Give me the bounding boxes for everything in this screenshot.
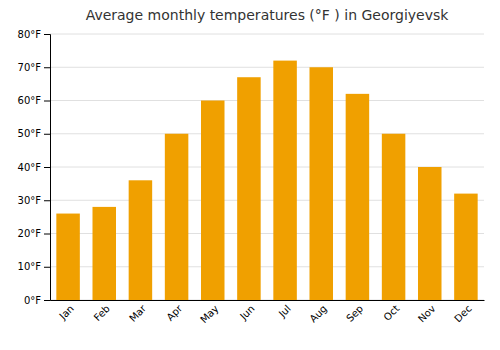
x-axis: Jan Feb Mar Apr May Jun Jul Aug Sep Oct Nov Dec [51,301,485,326]
tick: May [198,303,220,325]
tick-label: Oct [381,303,401,323]
bar [201,101,225,301]
tick: Mar [127,302,149,324]
tick: 10°F [18,261,50,272]
tick-mark [44,34,50,35]
tick: 40°F [18,162,50,173]
tick: Jul [276,303,293,320]
title: Average monthly temperatures (°F ) in Ge… [86,7,450,23]
tick-label: Nov [416,303,438,325]
bar [165,134,189,300]
tick: 80°F [18,29,50,40]
y-axis: 0°F 10°F 20°F 30°F 40°F 50°F 60°F 70°F 80°F [18,29,51,306]
tick-mark [44,134,50,135]
tick-mark [44,267,50,268]
tick: 60°F [18,95,50,106]
tick: Sep [344,303,365,324]
grid-line [50,34,484,35]
tick-label: 30°F [18,195,42,206]
bar [56,214,80,300]
grid-line [50,133,484,134]
bar [273,61,297,300]
bar [346,94,370,300]
tick-label: Jun [237,303,257,323]
tick-label: Sep [344,303,365,324]
tick: Dec [452,303,473,324]
axis-line [51,300,485,301]
bar [92,207,116,300]
tick-mark [44,101,50,102]
tick-mark [44,300,50,301]
tick: Jan [56,303,75,322]
tick-label: Apr [164,302,185,323]
tick-mark [44,234,50,235]
bar [382,134,406,300]
tick-label: 10°F [18,261,42,272]
tick-label: 70°F [18,62,42,73]
bar [129,180,153,300]
tick: 30°F [18,195,50,206]
tick-label: Feb [92,303,112,323]
tick: 0°F [24,295,50,306]
tick: 70°F [18,62,50,73]
tick: Apr [164,302,185,323]
chart: 0°F 10°F 20°F 30°F 40°F 50°F 60°F 70°F 80°F Jan Fe… [0,0,500,350]
tick: Nov [416,303,438,325]
grid-line [50,67,484,68]
tick-label: Jul [276,303,293,320]
tick-mark [44,200,50,201]
bar [454,194,478,300]
tick-label: Aug [307,303,329,325]
tick: Jun [237,303,257,323]
tick: Feb [92,303,112,323]
tick-label: 80°F [18,29,42,40]
tick-label: 0°F [24,295,41,306]
tick-label: Mar [127,302,149,324]
tick: Aug [307,303,329,325]
tick-label: 40°F [18,162,42,173]
bar [237,77,261,300]
tick: Oct [381,303,401,323]
tick-label: May [198,303,220,325]
tick-mark [44,67,50,68]
tick-mark [44,167,50,168]
bar [309,67,333,300]
plot-area [56,61,477,300]
bar [418,167,442,300]
tick: 20°F [18,228,50,239]
grid [50,34,484,300]
tick-label: 60°F [18,95,42,106]
tick: 50°F [18,128,50,139]
tick-label: 50°F [18,128,42,139]
tick-label: Jan [56,303,75,322]
tick-label: Dec [452,303,473,324]
grid-line [50,100,484,101]
tick-label: 20°F [18,228,42,239]
axis-line [44,35,51,301]
